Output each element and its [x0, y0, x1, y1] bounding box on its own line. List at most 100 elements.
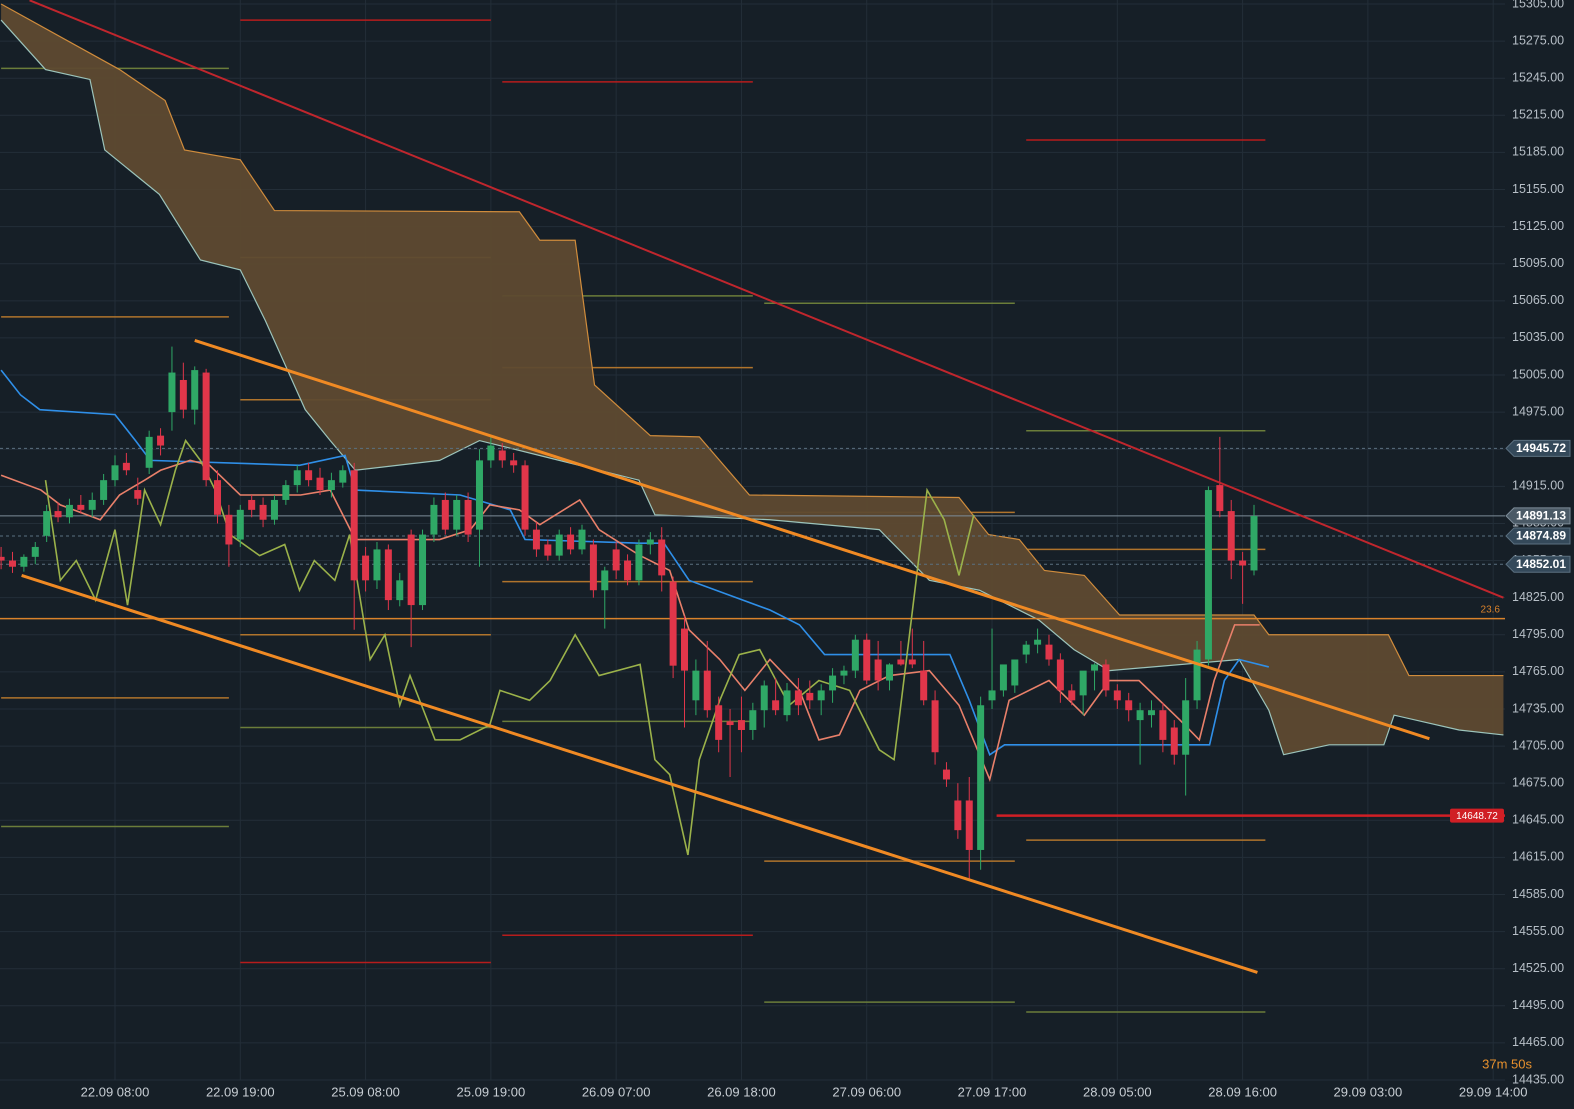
axes: 15305.00 15275.00 15245.00 15215.00 15185.00…: [81, 0, 1571, 1099]
y-tick-label: 14915.00: [1512, 479, 1564, 493]
candle-body: [532, 529, 540, 550]
x-tick-label: 27.09 17:00: [958, 1084, 1027, 1099]
price-tag-label: 14891.13: [1516, 509, 1566, 523]
candle-body: [567, 534, 575, 550]
candle-body: [1113, 690, 1121, 701]
countdown: 37m 50s: [1482, 1056, 1532, 1071]
candle-body: [715, 705, 723, 740]
candle-body: [1045, 644, 1053, 660]
candle-body: [316, 477, 324, 491]
x-tick-label: 26.09 18:00: [707, 1084, 776, 1099]
candle-body: [1216, 485, 1224, 512]
candle-body: [703, 670, 711, 711]
candle-body: [191, 370, 199, 410]
candle-body: [475, 460, 483, 530]
candle-body: [65, 504, 73, 518]
candle-body: [157, 435, 165, 446]
y-tick-label: 15005.00: [1512, 367, 1564, 381]
candle-body: [430, 504, 438, 535]
y-tick-label: 15245.00: [1512, 71, 1564, 85]
x-tick-label: 29.09 14:00: [1459, 1084, 1528, 1099]
candle-body: [806, 692, 814, 701]
candle-body: [1056, 659, 1064, 691]
x-tick-label: 29.09 03:00: [1334, 1084, 1403, 1099]
y-tick-label: 14645.00: [1512, 813, 1564, 827]
candle-body: [874, 659, 882, 681]
x-tick-label: 26.09 07:00: [582, 1084, 651, 1099]
candle-body: [578, 529, 586, 550]
candle-body: [908, 659, 916, 665]
candle-body: [1193, 649, 1201, 701]
candle-body: [783, 690, 791, 716]
y-tick-label: 15125.00: [1512, 219, 1564, 233]
candle-body: [419, 534, 427, 606]
candle-body: [31, 546, 39, 557]
y-tick-label: 14705.00: [1512, 738, 1564, 752]
candle-body: [1239, 560, 1247, 566]
price-tag-label: 14852.01: [1516, 557, 1566, 571]
candle-body: [920, 670, 928, 701]
y-tick-label: 14495.00: [1512, 998, 1564, 1012]
candle-body: [248, 499, 256, 510]
candle-body: [863, 639, 871, 681]
candle-body: [510, 460, 518, 466]
candle-body: [1147, 710, 1155, 716]
candle-body: [988, 690, 996, 701]
candle-body: [8, 560, 16, 567]
candle-body: [624, 560, 632, 581]
y-tick-label: 14675.00: [1512, 775, 1564, 789]
price-tag: [1505, 527, 1571, 545]
candle-body: [737, 720, 745, 730]
price-tag: [1505, 439, 1571, 457]
candle-body: [88, 499, 96, 510]
y-tick-label: 15065.00: [1512, 293, 1564, 307]
candle-body: [498, 450, 506, 461]
candle-body: [77, 504, 85, 510]
y-tick-label: 14795.00: [1512, 627, 1564, 641]
fib-label: 23.6: [1481, 604, 1501, 615]
candle-body: [54, 511, 62, 518]
candle-body: [362, 555, 370, 581]
candle-body: [886, 664, 894, 681]
x-tick-label: 28.09 16:00: [1208, 1084, 1277, 1099]
candle-body: [270, 499, 278, 520]
price-tag: [1505, 507, 1571, 525]
candle-body: [1136, 710, 1144, 721]
candle-body: [134, 490, 142, 499]
candle-body: [612, 549, 620, 571]
cloud-lower: [0, 19, 1504, 756]
candle-body: [1227, 511, 1235, 561]
candle-body: [441, 499, 449, 530]
candle-body: [487, 445, 495, 461]
candle-body: [168, 372, 176, 413]
candle-body: [772, 700, 780, 711]
candle-body: [305, 470, 313, 481]
alert-label: 14648.72: [1456, 811, 1498, 822]
x-tick-label: 25.09 19:00: [457, 1084, 526, 1099]
candle-body: [202, 372, 210, 481]
candle-body: [851, 639, 859, 671]
candle-body: [692, 670, 700, 701]
candle-body: [282, 485, 290, 500]
candle-body: [521, 465, 529, 530]
candle-body: [384, 549, 392, 601]
price-tag-label: 14945.72: [1516, 441, 1566, 455]
candle-body: [965, 800, 973, 850]
y-tick-label: 14555.00: [1512, 924, 1564, 938]
candle-body: [464, 499, 472, 535]
candle-body: [681, 628, 688, 671]
candle-body: [635, 544, 643, 581]
candle-body: [1125, 700, 1133, 711]
plot-area: 23.6: [0, 0, 1505, 1081]
candle-body: [1079, 670, 1087, 696]
y-tick-label: 15215.00: [1512, 108, 1564, 122]
x-tick-label: 28.09 05:00: [1083, 1084, 1152, 1099]
candle-body: [669, 581, 677, 666]
candle-body: [646, 539, 654, 545]
candle-body: [954, 800, 962, 831]
candle-body: [999, 664, 1007, 691]
indicator-line: [44, 438, 975, 856]
candle-body: [817, 690, 825, 701]
y-tick-label: 15095.00: [1512, 256, 1564, 270]
